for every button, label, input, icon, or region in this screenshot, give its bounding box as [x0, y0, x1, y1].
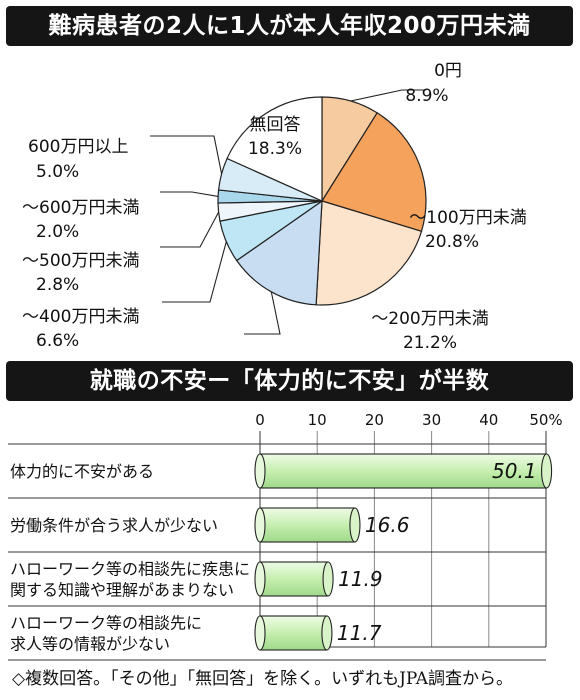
category-label-3-1: 求人等の情報が少ない	[10, 635, 170, 654]
bar-value-label-2: 11.9	[338, 567, 383, 591]
pie-leader-line-7	[150, 135, 223, 175]
bar-cap-end-2	[322, 561, 334, 597]
bar-cap-start-2	[254, 561, 266, 597]
bar-cap-end-0	[541, 453, 553, 489]
pie-leader-line-4	[162, 241, 227, 303]
pie-leader-line-0	[350, 89, 426, 102]
bar-cap-start-0	[254, 453, 266, 489]
category-label-0-0: 体力的に不安がある	[10, 462, 154, 481]
pie-leader-line-5	[160, 211, 220, 248]
bar-cap-end-1	[349, 507, 361, 543]
pie-slice-1	[321, 112, 427, 233]
pie-leader-line-6	[160, 191, 219, 197]
pie-leader-line-3	[244, 291, 281, 335]
category-label-2-0: ハローワーク等の相談先に疾患に	[10, 560, 250, 579]
pie-slice-value-5: 2.8%	[36, 275, 79, 295]
pie-slice-value-6: 2.0%	[36, 222, 79, 242]
x-tick-label-0: 0	[255, 411, 265, 429]
bar-2	[259, 561, 329, 597]
bar-value-label-3: 11.7	[337, 621, 382, 645]
bar-chart-title: 就職の不安ー「体力的に不安」が半数	[6, 361, 573, 401]
pie-slice-value-2: 21.2%	[403, 333, 457, 353]
footnote: ◇複数回答。「その他」「無回答」を除く。いずれもJPA調査から。	[12, 669, 514, 689]
x-tick-label-1: 10	[308, 411, 327, 429]
bar-3	[259, 615, 328, 651]
pie-slice-value-8: 18.3%	[248, 139, 302, 159]
bar-cap-end-3	[321, 615, 333, 651]
pie-slice-name-0: 0円	[434, 61, 462, 81]
bar-value-label-1: 16.6	[365, 513, 410, 537]
bar-0	[259, 453, 548, 489]
category-label-3-0: ハローワーク等の相談先に	[10, 614, 202, 633]
x-tick-label-5: 50%	[529, 411, 562, 429]
x-tick-label-2: 20	[365, 411, 384, 429]
pie-chart-title: 難病患者の2人に1人が本人年収200万円未満	[6, 6, 573, 46]
pie-slice-name-7: 600万円以上	[28, 137, 128, 157]
pie-chart: 0円8.9%～100万円未満20.8%～200万円未満21.2%～300万円未満…	[14, 61, 527, 366]
pie-slice-value-1: 20.8%	[425, 232, 479, 252]
pie-slice-value-7: 5.0%	[36, 162, 79, 182]
category-label-1-0: 労働条件が合う求人が少ない	[10, 516, 218, 535]
x-tick-label-3: 30	[422, 411, 441, 429]
pie-slice-name-8: 無回答	[250, 115, 301, 135]
bar-value-label-0: 50.1	[492, 459, 537, 483]
pie-slice-name-1: ～100万円未満	[409, 208, 526, 228]
category-label-2-1: 関する知識や理解があまりない	[10, 581, 234, 600]
bar-cap-start-1	[254, 507, 266, 543]
bar-1	[259, 507, 356, 543]
pie-slice-value-0: 8.9%	[405, 86, 448, 106]
pie-slice-name-2: ～200万円未満	[371, 309, 488, 329]
pie-slice-name-4: ～400万円未満	[22, 307, 139, 327]
pie-slice-8	[226, 96, 323, 202]
pie-slice-value-4: 6.6%	[36, 331, 79, 351]
pie-slice-2	[315, 200, 423, 306]
x-tick-label-4: 40	[479, 411, 498, 429]
pie-slice-name-5: ～500万円未満	[22, 251, 139, 271]
bar-chart: 0 10 20 30 40 50% 50.1 体力的に不安がある 16.6 労働条件が合う求人が少…	[8, 411, 563, 661]
pie-slice-name-6: ～600万円未満	[22, 198, 139, 218]
bar-cap-start-3	[254, 615, 266, 651]
